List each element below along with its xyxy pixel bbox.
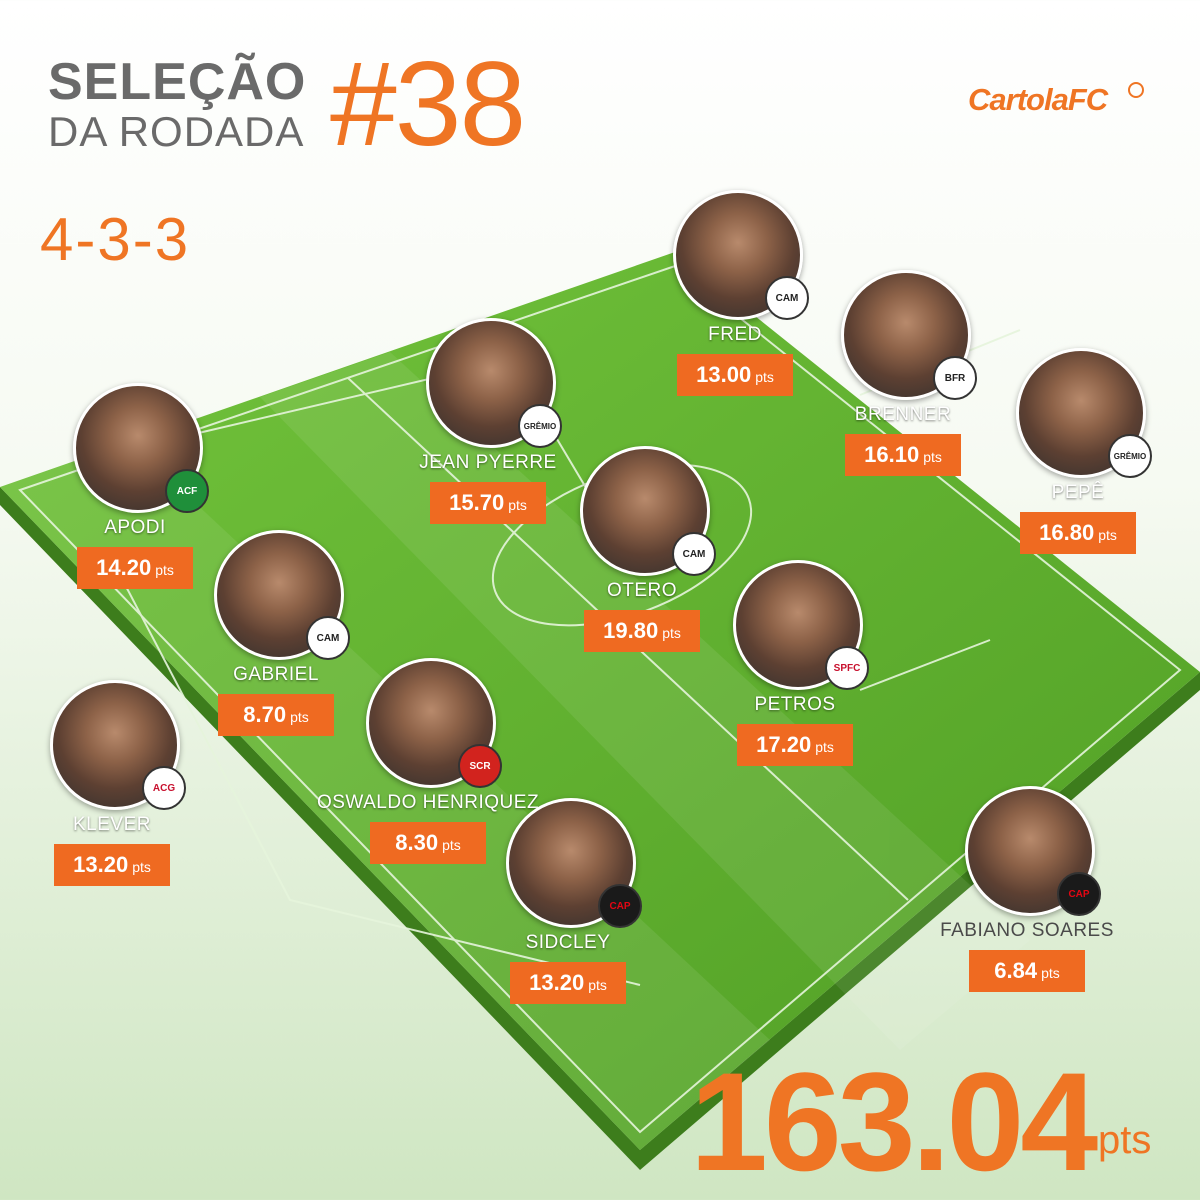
club-crest-icon: ACG — [142, 766, 186, 810]
player-score: 13.00 pts — [677, 354, 793, 396]
total-unit: pts — [1098, 1118, 1152, 1162]
player-name: APODI — [104, 517, 166, 538]
player-name: PETROS — [754, 694, 836, 715]
player-score: 16.10 pts — [845, 434, 961, 476]
player-name: OTERO — [606, 580, 678, 601]
player-score: 13.20 pts — [54, 844, 170, 886]
brand-logo: CartolaFC — [968, 82, 1108, 117]
player-score: 8.70 pts — [218, 694, 334, 736]
player-score: 19.80 pts — [584, 610, 700, 652]
player-score: 16.80 pts — [1020, 512, 1136, 554]
globo-icon — [1128, 82, 1144, 98]
title-line-2: DA RODADA — [48, 108, 305, 155]
club-crest-icon: CAP — [598, 884, 642, 928]
title-line-1: SELEÇÃO — [48, 53, 307, 111]
club-crest-icon: GRÊMIO — [1108, 434, 1152, 478]
player-name: GABRIEL — [233, 664, 319, 685]
player-name: OSWALDO HENRIQUEZ — [316, 792, 540, 813]
player-score: 15.70 pts — [430, 482, 546, 524]
formation: 4-3-3 — [40, 206, 191, 273]
player-photo — [841, 270, 971, 400]
club-crest-icon: CAP — [1057, 872, 1101, 916]
player-score: 8.30 pts — [370, 822, 486, 864]
player-score: 14.20 pts — [77, 547, 193, 589]
player-name: BRENNER — [854, 404, 952, 425]
player-name: SIDCLEY — [525, 932, 611, 953]
total-score: 163.04 — [690, 1043, 1098, 1200]
club-crest-icon: BFR — [933, 356, 977, 400]
club-crest-icon: ACF — [165, 469, 209, 513]
player-name: KLEVER — [73, 814, 151, 835]
club-crest-icon: CAM — [765, 276, 809, 320]
round-number: #38 — [330, 37, 526, 171]
coach-name: FABIANO SOARES — [940, 920, 1114, 941]
player-name: PEPÊ — [1051, 482, 1105, 503]
player-score: 17.20 pts — [737, 724, 853, 766]
coach-score: 6.84 pts — [969, 950, 1085, 992]
player-photo — [580, 446, 710, 576]
player-name: FRED — [708, 324, 762, 345]
club-crest-icon: SPFC — [825, 646, 869, 690]
club-crest-icon: CAM — [672, 532, 716, 576]
club-crest-icon: CAM — [306, 616, 350, 660]
club-crest-icon: SCR — [458, 744, 502, 788]
player-score: 13.20 pts — [510, 962, 626, 1004]
player-name: JEAN PYERRE — [419, 452, 557, 473]
club-crest-icon: GRÊMIO — [518, 404, 562, 448]
